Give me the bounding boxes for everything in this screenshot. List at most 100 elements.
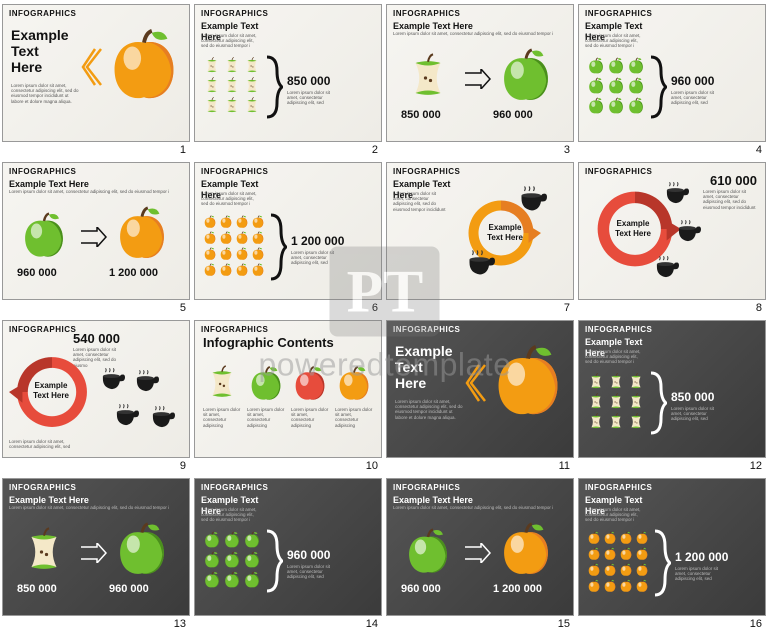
apple-icon [603, 547, 617, 561]
slide-number: 3 [386, 142, 574, 156]
brace-icon [265, 529, 283, 593]
apple-icon [619, 531, 633, 545]
value-right: 1 200 000 [493, 583, 542, 596]
apple-core-icon [627, 373, 645, 391]
brace-icon [265, 55, 283, 119]
slide-cell: INFOGRAPHICSExample Text HereLorem ipsum… [194, 478, 382, 630]
lorem-text: Lorem ipsum dolor sit amet, consectetur … [9, 189, 179, 194]
apple-icon [603, 531, 617, 545]
slide-cell: INFOGRAPHICSExample Text HereLorem ipsum… [194, 162, 382, 314]
slide-tag: INFOGRAPHICS [585, 483, 652, 493]
lorem-text: Lorem ipsum dolor sit amet, consectetur … [393, 191, 447, 212]
icon-grid [587, 57, 645, 115]
lorem-text: Lorem ipsum dolor sit amet, consectetur … [335, 407, 375, 428]
slide-number: 11 [386, 458, 574, 472]
lorem-text: Lorem ipsum dolor sit amet, consectetur … [201, 33, 257, 49]
slide-thumbnail[interactable]: INFOGRAPHICSExample Text HereLorem ipsum… [578, 478, 766, 616]
slide-tag: INFOGRAPHICS [201, 483, 268, 493]
apple-icon [203, 531, 221, 549]
slide-number: 15 [386, 616, 574, 630]
lorem-text: Lorem ipsum dolor sit amet, consectetur … [393, 505, 563, 510]
apple-icon [587, 57, 605, 75]
slide-cell: INFOGRAPHICSExample Text HereLorem ipsum… [2, 478, 190, 630]
apple-icon [203, 215, 217, 229]
slide-cell: INFOGRAPHICSExample Text HereLorem ipsum… [386, 478, 574, 630]
apple-icon [619, 547, 633, 561]
slide-cell: INFOGRAPHICSExample Text HereLorem ipsum… [578, 478, 766, 630]
apple-icon [607, 77, 625, 95]
slide-title: ExampleTextHere [11, 27, 91, 75]
slide-tag: INFOGRAPHICS [201, 9, 268, 19]
slide-cell: INFOGRAPHICS ExampleTextHere Lorem ipsum d… [386, 320, 574, 472]
apple-icon [489, 343, 567, 421]
apple-core-icon [627, 413, 645, 431]
slide-cell: INFOGRAPHICSExample Text HereLorem ipsum… [194, 4, 382, 156]
apple-icon [113, 205, 171, 263]
slide-number: 13 [2, 616, 190, 630]
slide-thumbnail[interactable]: INFOGRAPHICS610 000Lorem ipsum dolor sit… [578, 162, 766, 300]
slide-tag: INFOGRAPHICS [9, 167, 76, 177]
slide-number: 1 [2, 142, 190, 156]
slide-thumbnail[interactable]: INFOGRAPHICSExample Text HereLorem ipsum… [194, 478, 382, 616]
lorem-text: Lorem ipsum dolor sit amet, consectetur … [9, 439, 79, 449]
slide-tag: INFOGRAPHICS [393, 9, 460, 19]
slide-cell: INFOGRAPHICSExample Text HereLorem ipsum… [386, 4, 574, 156]
apple-core-icon [587, 373, 605, 391]
slide-thumbnail[interactable]: INFOGRAPHICSExample Text HereLorem ipsum… [578, 320, 766, 458]
apple-icon [243, 531, 261, 549]
lorem-text: Lorem ipsum dolor sit amet, consectetur … [395, 399, 465, 420]
slide-title: ExampleTextHere [395, 343, 475, 391]
value-right: 960 000 [109, 583, 149, 596]
slide-thumbnail[interactable]: INFOGRAPHICSExample Text HereLorem ipsum… [194, 4, 382, 142]
slide-number: 6 [194, 300, 382, 314]
slide-thumbnail[interactable]: INFOGRAPHICSExample Text HereLorem ipsum… [578, 4, 766, 142]
slide-tag: INFOGRAPHICS [9, 325, 76, 335]
slide-thumbnail[interactable]: INFOGRAPHICSExample Text HereLorem ipsum… [386, 4, 574, 142]
slide-number: 7 [386, 300, 574, 314]
slide-number: 12 [578, 458, 766, 472]
apple-icon [607, 57, 625, 75]
icon-grid [203, 215, 265, 277]
value-left: 850 000 [17, 583, 57, 596]
slide-cell: INFOGRAPHICS540 000Lorem ipsum dolor sit… [2, 320, 190, 472]
slide-number: 16 [578, 616, 766, 630]
slide-tag: INFOGRAPHICS [393, 325, 460, 335]
ring-label: Example Text Here [609, 219, 657, 238]
apple-icon [219, 263, 233, 277]
apple-icon [497, 47, 555, 105]
slide-thumbnail[interactable]: INFOGRAPHICSExampleTextHereLorem ipsum d… [2, 4, 190, 142]
apple-icon [497, 521, 555, 579]
apple-icon [619, 563, 633, 577]
apple-icon [635, 547, 649, 561]
slide-thumbnail[interactable]: INFOGRAPHICS ExampleTextHere Lorem ipsum d… [386, 320, 574, 458]
slide-thumbnail[interactable]: INFOGRAPHICSExample Text HereLorem ipsum… [2, 162, 190, 300]
slide-thumbnail[interactable]: INFOGRAPHICS540 000Lorem ipsum dolor sit… [2, 320, 190, 458]
lorem-text: Lorem ipsum dolor sit amet, consectetur … [585, 33, 641, 49]
cup-icon [113, 403, 139, 429]
apple-icon [247, 365, 285, 403]
icon-grid [587, 531, 649, 593]
slide-cell: INFOGRAPHICSExampleTextHereLorem ipsum d… [2, 4, 190, 156]
slide-thumbnail[interactable]: INFOGRAPHICSInfographic Contents Lorem i… [194, 320, 382, 458]
lorem-text: Lorem ipsum dolor sit amet, consectetur … [287, 90, 337, 106]
apple-core-icon [203, 77, 221, 95]
slide-thumbnail[interactable]: INFOGRAPHICSExample Text HereLorem ipsum… [194, 162, 382, 300]
apple-icon [603, 563, 617, 577]
apple-core-icon [587, 393, 605, 411]
lorem-text: Lorem ipsum dolor sit amet, consectetur … [291, 250, 341, 266]
big-number: 1 200 000 [291, 234, 344, 248]
slide-thumbnail[interactable]: INFOGRAPHICSExample Text HereLorem ipsum… [2, 478, 190, 616]
apple-icon [223, 531, 241, 549]
ring-label: Example Text Here [483, 223, 527, 242]
apple-icon [235, 247, 249, 261]
apple-core-icon [223, 97, 241, 115]
apple-icon [603, 579, 617, 593]
slide-thumbnail[interactable]: INFOGRAPHICSExample Text HereLorem ipsum… [386, 162, 574, 300]
apple-icon [251, 247, 265, 261]
apple-core-icon [607, 413, 625, 431]
apple-icon [223, 551, 241, 569]
apple-core-icon [243, 57, 261, 75]
slide-thumbnail[interactable]: INFOGRAPHICSExample Text HereLorem ipsum… [386, 478, 574, 616]
brace-icon [649, 371, 667, 435]
apple-icon [635, 531, 649, 545]
